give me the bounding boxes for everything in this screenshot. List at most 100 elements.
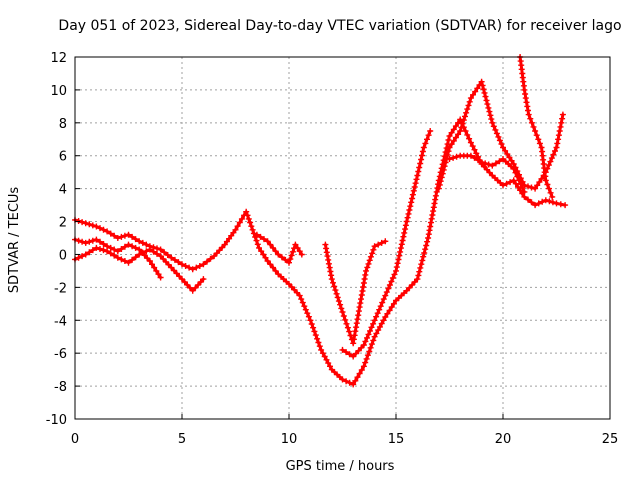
data-point xyxy=(182,263,189,269)
data-point xyxy=(354,374,361,381)
data-point xyxy=(397,245,404,252)
data-point xyxy=(471,146,478,153)
data-point xyxy=(377,303,384,310)
y-tick-label: -8 xyxy=(54,380,67,395)
data-point xyxy=(412,180,419,187)
data-point xyxy=(419,148,426,155)
x-tick-label: 20 xyxy=(495,432,512,447)
data-point xyxy=(132,254,139,261)
data-point xyxy=(132,244,139,251)
data-point xyxy=(236,219,243,226)
data-point xyxy=(358,296,364,303)
data-point xyxy=(200,276,207,283)
series-arc-4 xyxy=(253,231,305,266)
data-point xyxy=(535,136,542,143)
data-point xyxy=(485,161,492,168)
data-point xyxy=(323,356,330,363)
data-point xyxy=(422,246,429,253)
data-point xyxy=(460,117,467,124)
data-point xyxy=(557,123,564,130)
data-point xyxy=(154,245,160,252)
data-point xyxy=(330,279,336,286)
data-point xyxy=(151,264,158,271)
data-point xyxy=(386,282,393,288)
data-point xyxy=(559,115,566,122)
data-point xyxy=(530,123,537,130)
x-tick-label: 0 xyxy=(71,432,79,447)
data-point xyxy=(366,348,373,355)
data-point xyxy=(547,189,554,196)
data-point xyxy=(243,208,250,215)
y-tick-label: -2 xyxy=(54,281,67,296)
data-point xyxy=(459,120,466,127)
data-point xyxy=(287,256,294,263)
data-point xyxy=(464,131,471,138)
data-point xyxy=(535,200,542,207)
data-point xyxy=(474,85,481,92)
data-point xyxy=(337,301,344,308)
data-point xyxy=(448,141,455,148)
data-point xyxy=(365,260,372,267)
data-point xyxy=(247,219,254,226)
data-point xyxy=(365,331,372,338)
data-point xyxy=(107,230,114,237)
data-point xyxy=(189,266,196,273)
data-point xyxy=(398,241,405,248)
data-point xyxy=(413,176,420,183)
data-point xyxy=(533,132,540,139)
data-point xyxy=(382,238,389,245)
grid xyxy=(75,57,610,419)
data-point xyxy=(484,101,491,108)
data-point xyxy=(553,200,560,207)
data-point xyxy=(374,310,381,317)
data-point xyxy=(278,254,285,261)
data-point xyxy=(307,317,314,324)
data-point xyxy=(367,344,374,351)
data-point xyxy=(423,242,430,249)
data-point xyxy=(343,320,350,327)
data-point xyxy=(500,144,506,151)
data-point xyxy=(234,223,241,230)
data-point xyxy=(129,243,136,250)
data-point xyxy=(153,267,160,274)
data-point xyxy=(121,258,128,264)
data-point xyxy=(482,160,489,167)
y-tick-label: 8 xyxy=(59,117,67,132)
data-point xyxy=(161,249,168,256)
data-point xyxy=(445,148,452,155)
data-point xyxy=(207,255,214,262)
data-point xyxy=(216,247,223,254)
data-point xyxy=(204,258,210,265)
data-point xyxy=(298,251,305,258)
data-point xyxy=(552,148,558,154)
data-point xyxy=(370,337,377,344)
data-point xyxy=(267,261,274,268)
data-point xyxy=(79,219,86,226)
data-point xyxy=(100,226,107,233)
data-point xyxy=(481,89,488,96)
data-point xyxy=(75,254,82,261)
data-point xyxy=(288,252,295,259)
data-point xyxy=(393,267,399,274)
data-point xyxy=(436,181,443,188)
data-point xyxy=(104,243,111,250)
data-point xyxy=(334,294,341,301)
data-point xyxy=(155,271,162,278)
data-point xyxy=(380,317,387,324)
data-point xyxy=(405,210,412,217)
data-point xyxy=(193,264,200,271)
data-point xyxy=(414,172,421,179)
data-point xyxy=(490,123,497,130)
data-point xyxy=(512,169,519,176)
data-point xyxy=(75,237,82,244)
data-point xyxy=(89,222,96,229)
data-point xyxy=(498,141,505,147)
data-point xyxy=(344,324,351,331)
data-point xyxy=(504,151,511,158)
y-tick-label: 0 xyxy=(59,248,67,263)
y-tick-label: 10 xyxy=(50,84,67,99)
data-point xyxy=(457,128,464,134)
data-point xyxy=(525,196,531,203)
data-point xyxy=(89,237,96,244)
data-point xyxy=(439,170,446,177)
